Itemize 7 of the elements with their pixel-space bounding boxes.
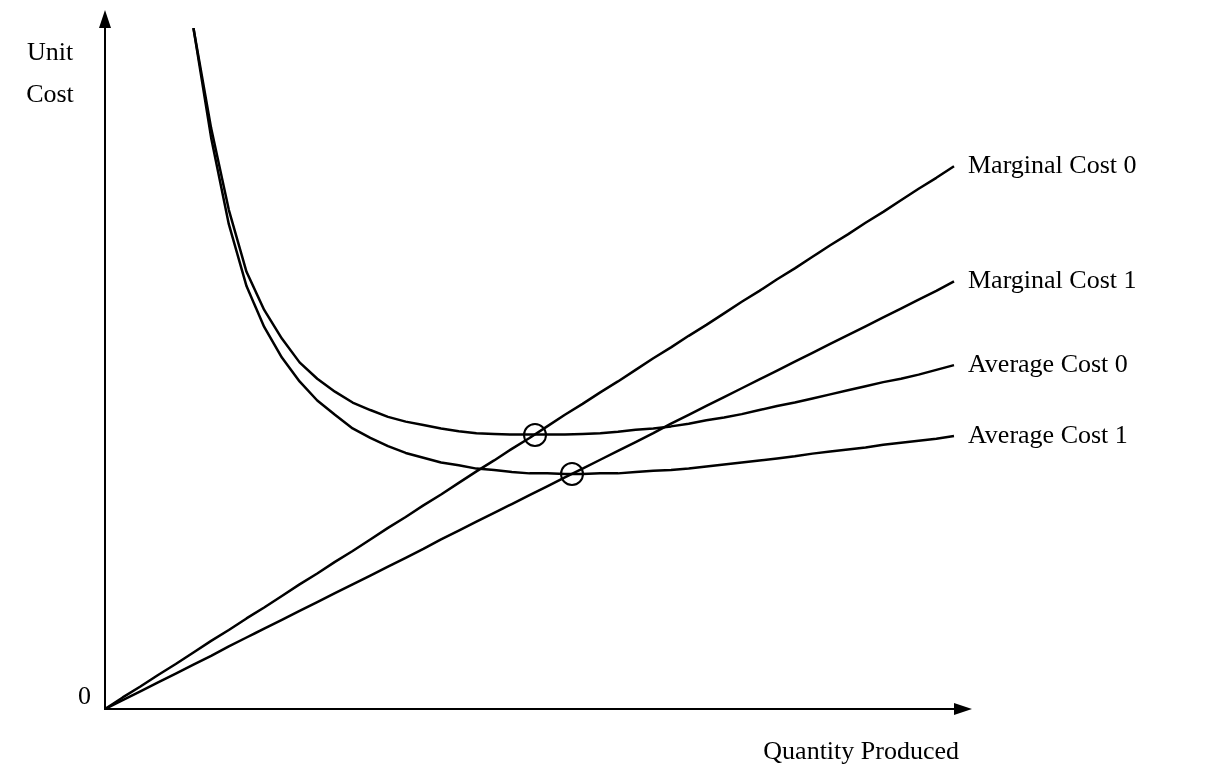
- series-label: Marginal Cost 1: [968, 265, 1137, 295]
- x-axis-title: Quantity Produced: [763, 735, 959, 765]
- text: 0: [78, 680, 91, 710]
- series-label: Marginal Cost 0: [968, 150, 1137, 180]
- series-label: Average Cost 0: [968, 348, 1128, 378]
- y-axis-title: Unit Cost: [26, 36, 75, 108]
- series-label: Average Cost 1: [968, 419, 1128, 449]
